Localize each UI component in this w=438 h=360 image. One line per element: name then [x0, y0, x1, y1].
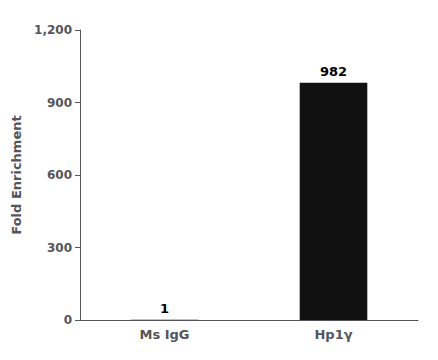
svg-text:982: 982 — [320, 64, 347, 79]
svg-text:Fold Enrichment: Fold Enrichment — [9, 115, 24, 234]
svg-text:1,200: 1,200 — [34, 23, 72, 37]
svg-text:1: 1 — [160, 301, 169, 316]
svg-text:Ms IgG: Ms IgG — [139, 327, 189, 342]
svg-text:600: 600 — [47, 168, 72, 182]
svg-text:300: 300 — [47, 241, 72, 255]
svg-text:Hp1γ: Hp1γ — [314, 327, 352, 342]
svg-text:0: 0 — [64, 313, 72, 327]
svg-text:900: 900 — [47, 96, 72, 110]
